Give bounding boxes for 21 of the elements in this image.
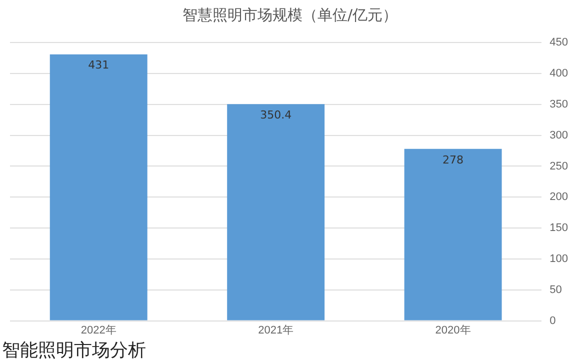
data-label: 278 [442,153,464,166]
y-tick-label: 300 [550,129,568,142]
bar [50,54,148,320]
y-tick-label: 150 [550,222,568,234]
y-tick-label: 0 [550,314,556,327]
bar [404,148,502,320]
y-tick-label: 200 [550,191,568,204]
y-tick-label: 450 [550,36,568,49]
y-tick-label: 100 [550,253,568,266]
data-label: 350.4 [260,108,292,122]
bar [227,104,325,320]
x-tick-label: 2021年 [258,324,294,336]
y-tick-label: 400 [550,68,568,80]
x-tick-label: 2020年 [435,324,471,336]
chart-title: 智慧照明市场规模（单位/亿元） [181,6,399,25]
x-tick-label: 2022年 [80,324,116,336]
y-tick-label: 250 [550,160,568,172]
y-tick-label: 350 [550,98,568,110]
text: 智能照明市场分析 [2,340,146,361]
y-tick-label: 50 [550,284,562,296]
data-label: 431 [88,58,110,72]
